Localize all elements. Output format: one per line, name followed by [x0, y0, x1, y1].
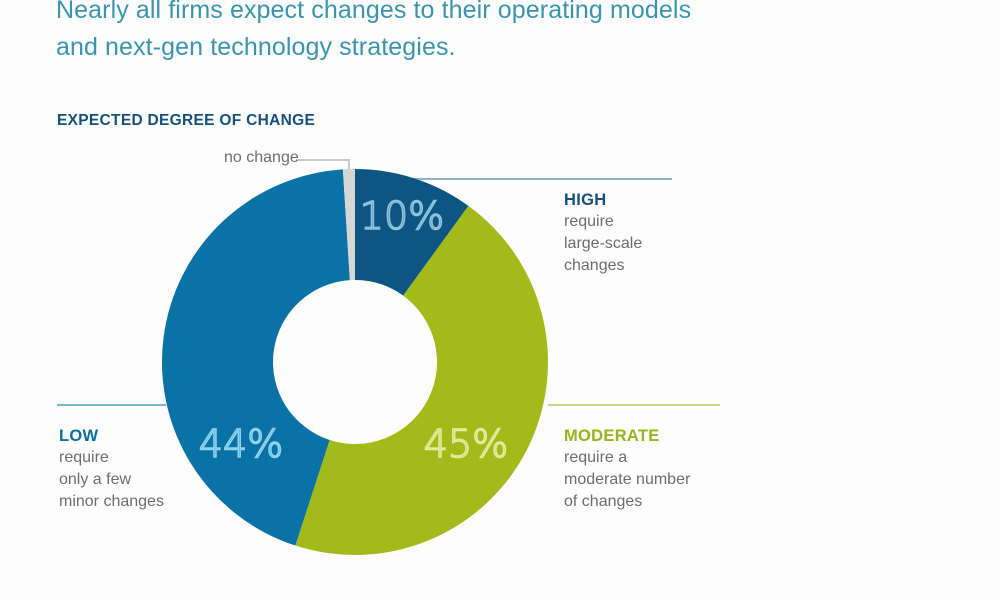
- legend-moderate-desc-1: require a: [564, 449, 628, 466]
- legend-low-title: LOW: [59, 427, 99, 445]
- legend-low-desc-3: minor changes: [59, 493, 164, 510]
- headline: Nearly all firms expect changes to their…: [56, 0, 692, 61]
- legend-high-title: HIGH: [564, 191, 607, 209]
- legend-high-desc-1: require: [564, 213, 614, 230]
- legend-moderate: MODERATE require a moderate number of ch…: [564, 425, 690, 513]
- pct-label-moderate: 45%: [424, 422, 508, 466]
- leader-line-no-change: [296, 159, 350, 170]
- legend-moderate-title: MODERATE: [564, 427, 660, 445]
- slice-high: [355, 169, 469, 296]
- legend-moderate-desc-3: of changes: [564, 493, 643, 510]
- legend-moderate-desc-2: moderate number: [564, 471, 691, 488]
- slice-moderate: [295, 205, 548, 555]
- pct-label-low: 44%: [199, 422, 283, 466]
- legend-high-desc-3: changes: [564, 257, 625, 274]
- legend-low-desc-2: only a few: [59, 471, 132, 488]
- legend-high: HIGH require large-scale changes: [564, 189, 642, 277]
- legend-high-desc-2: large-scale: [564, 235, 643, 252]
- pct-label-high: 10%: [360, 194, 444, 238]
- no-change-label: no change: [224, 149, 299, 166]
- legend-low-desc-1: require: [59, 449, 109, 466]
- slice-no-change: [342, 169, 355, 281]
- legend-low: LOW require only a few minor changes: [59, 425, 164, 513]
- slice-low: [162, 169, 350, 546]
- chart-title: EXPECTED DEGREE OF CHANGE: [57, 112, 316, 129]
